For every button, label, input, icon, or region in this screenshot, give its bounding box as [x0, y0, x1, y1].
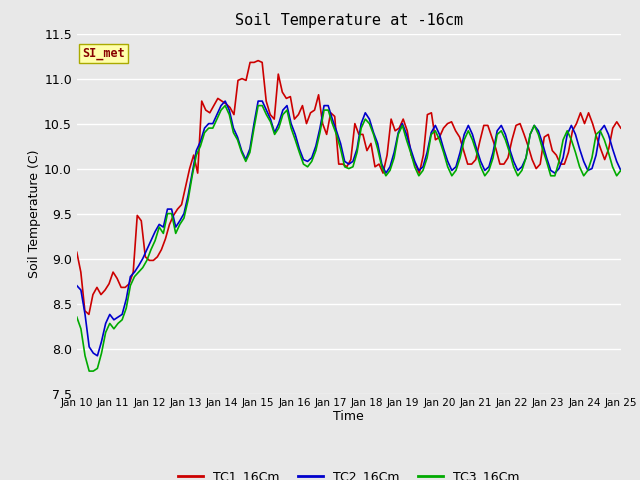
Text: SI_met: SI_met	[82, 48, 125, 60]
Title: Soil Temperature at -16cm: Soil Temperature at -16cm	[235, 13, 463, 28]
Legend: TC1_16Cm, TC2_16Cm, TC3_16Cm: TC1_16Cm, TC2_16Cm, TC3_16Cm	[173, 465, 525, 480]
X-axis label: Time: Time	[333, 410, 364, 423]
Y-axis label: Soil Temperature (C): Soil Temperature (C)	[28, 149, 42, 278]
